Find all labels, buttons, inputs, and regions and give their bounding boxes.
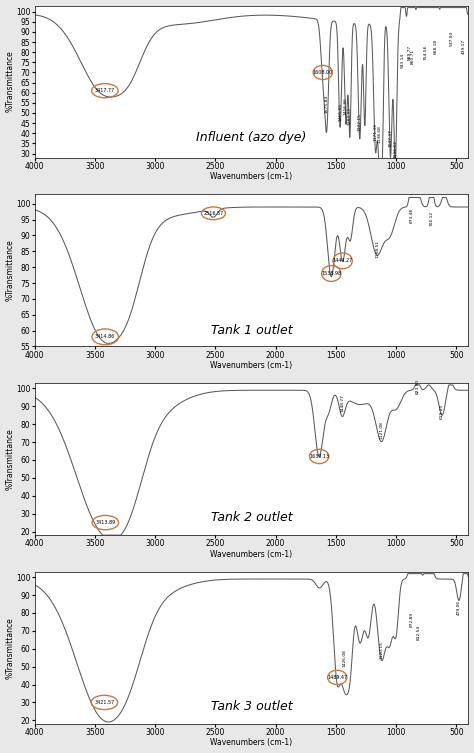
- Y-axis label: %Transmittance: %Transmittance: [6, 617, 15, 678]
- Text: 706.12: 706.12: [429, 211, 434, 226]
- Text: 872.89: 872.89: [410, 612, 413, 627]
- Text: 1120.15: 1120.15: [380, 642, 383, 660]
- Text: 754.56: 754.56: [424, 45, 428, 60]
- Text: 1489.47: 1489.47: [327, 675, 347, 680]
- Text: 1444.27: 1444.27: [332, 258, 353, 264]
- Text: 619.25: 619.25: [440, 404, 444, 419]
- Text: 1302.15: 1302.15: [358, 113, 362, 131]
- Text: 1426.08: 1426.08: [343, 649, 347, 666]
- X-axis label: Wavenumbers (cm-1): Wavenumbers (cm-1): [210, 550, 292, 559]
- X-axis label: Wavenumbers (cm-1): Wavenumbers (cm-1): [210, 172, 292, 181]
- Text: 812.54: 812.54: [417, 624, 421, 640]
- Text: 860.71: 860.71: [411, 49, 415, 64]
- Text: 3417.77: 3417.77: [95, 88, 115, 93]
- Text: 889.77: 889.77: [407, 45, 411, 60]
- Text: 1465.65: 1465.65: [338, 103, 342, 121]
- X-axis label: Wavenumbers (cm-1): Wavenumbers (cm-1): [210, 361, 292, 370]
- Text: 1639.13: 1639.13: [309, 454, 329, 459]
- Text: 3413.89: 3413.89: [95, 520, 115, 525]
- Text: 1138.68: 1138.68: [377, 126, 382, 143]
- Text: 1608.00: 1608.00: [313, 70, 333, 75]
- Text: Tank 3 outlet: Tank 3 outlet: [211, 700, 292, 712]
- Y-axis label: %Transmittance: %Transmittance: [6, 50, 15, 112]
- X-axis label: Wavenumbers (cm-1): Wavenumbers (cm-1): [210, 739, 292, 748]
- Text: 537.90: 537.90: [450, 31, 454, 46]
- Text: 1448.77: 1448.77: [340, 394, 344, 412]
- Text: 1006.62: 1006.62: [393, 140, 397, 157]
- Text: 668.18: 668.18: [434, 39, 438, 54]
- Text: 1575.84: 1575.84: [325, 95, 329, 113]
- Text: 1538.98: 1538.98: [321, 271, 341, 276]
- Text: 873.48: 873.48: [410, 208, 413, 223]
- Text: 823.90: 823.90: [416, 379, 419, 394]
- Text: 3421.57: 3421.57: [94, 700, 115, 705]
- Text: 1047.37: 1047.37: [389, 130, 392, 148]
- Text: 2516.57: 2516.57: [203, 211, 224, 216]
- Y-axis label: %Transmittance: %Transmittance: [6, 239, 15, 301]
- Text: Tank 2 outlet: Tank 2 outlet: [211, 511, 292, 524]
- Text: Influent (azo dye): Influent (azo dye): [196, 131, 307, 144]
- Text: 1416.86: 1416.86: [344, 97, 348, 115]
- Text: 1158.51: 1158.51: [375, 239, 379, 258]
- Text: 1384.33: 1384.33: [348, 107, 352, 125]
- Text: 3414.86: 3414.86: [95, 334, 115, 340]
- Text: 943.14: 943.14: [401, 53, 405, 69]
- Text: 479.06: 479.06: [457, 599, 461, 614]
- Text: 1121.08: 1121.08: [380, 421, 383, 438]
- Text: 439.17: 439.17: [462, 39, 466, 54]
- Y-axis label: %Transmittance: %Transmittance: [6, 428, 15, 490]
- Text: Tank 1 outlet: Tank 1 outlet: [211, 324, 292, 337]
- Text: 1171.33: 1171.33: [374, 123, 377, 142]
